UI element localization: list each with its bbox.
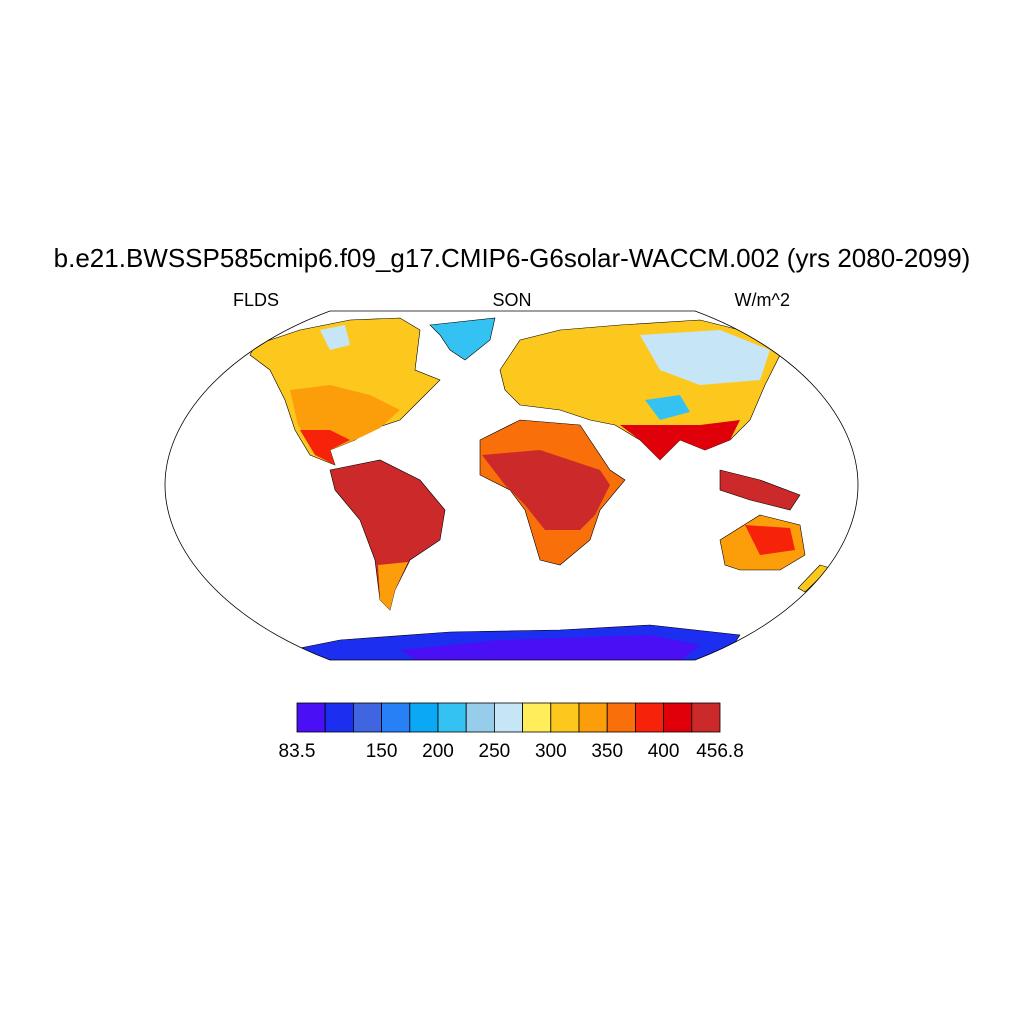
colorbar: 83.5 150 200 250 300 350 400 456.8	[279, 702, 744, 762]
colorbar-label: 83.5	[279, 741, 316, 762]
north-america-cold	[320, 325, 350, 350]
units-label: W/m^2	[735, 290, 790, 310]
siberia-cold	[640, 330, 770, 385]
antarctica-core	[400, 635, 700, 660]
colorbar-box	[409, 702, 439, 733]
colorbar-box	[635, 702, 665, 733]
south-america-south	[378, 562, 408, 610]
title: b.e21.BWSSP585cmip6.f09_g17.CMIP6-G6sola…	[54, 243, 971, 273]
colorbar-box	[324, 702, 354, 733]
new-zealand	[797, 564, 831, 593]
colorbar-box	[550, 702, 580, 733]
greenland	[429, 317, 496, 361]
colorbar-label: 456.8	[696, 741, 744, 762]
colorbar-label: 300	[535, 741, 567, 762]
continents	[249, 317, 831, 660]
colorbar-label: 400	[648, 741, 680, 762]
colorbar-box	[663, 702, 693, 733]
australia-hot	[745, 525, 795, 555]
south-asia-hot	[620, 420, 740, 460]
colorbar-box	[691, 702, 721, 733]
tibet-cold	[645, 395, 690, 420]
colorbar-label: 250	[479, 741, 511, 762]
variable-label: FLDS	[233, 290, 279, 310]
colorbar-box	[381, 702, 411, 733]
maritime-asia	[719, 469, 801, 511]
colorbar-box	[493, 702, 523, 733]
colorbar-box	[296, 702, 326, 733]
colorbar-box	[522, 702, 552, 733]
north-america-hot	[300, 430, 350, 465]
colorbar-box	[352, 702, 382, 733]
map-outline	[164, 310, 859, 661]
season-label: SON	[492, 290, 531, 310]
colorbar-box	[606, 702, 636, 733]
colorbar-box	[437, 702, 467, 733]
colorbar-label: 150	[366, 741, 398, 762]
colorbar-box	[465, 702, 495, 733]
colorbar-label: 350	[591, 741, 623, 762]
colorbar-box	[578, 702, 608, 733]
colorbar-label: 200	[422, 741, 454, 762]
africa-hot	[482, 450, 610, 530]
